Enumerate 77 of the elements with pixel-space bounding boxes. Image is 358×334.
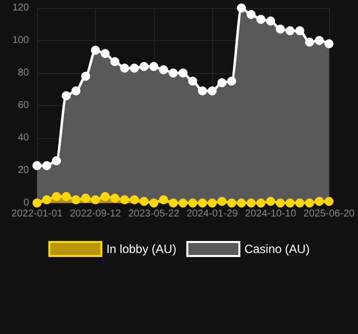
point — [140, 196, 149, 206]
point — [100, 49, 110, 58]
x-tick-label: 2022-01-01 — [11, 208, 64, 220]
point — [149, 198, 158, 208]
y-tick-label: 60 — [18, 100, 30, 111]
point — [90, 46, 100, 55]
point — [236, 198, 246, 208]
point — [188, 76, 198, 86]
point — [314, 36, 324, 45]
point — [140, 62, 149, 71]
y-tick-label: 100 — [12, 35, 30, 46]
point — [42, 195, 52, 204]
point — [178, 68, 188, 78]
point — [130, 195, 139, 204]
point — [256, 14, 266, 24]
point — [71, 86, 80, 96]
point — [246, 10, 256, 19]
point — [32, 198, 42, 208]
point — [110, 57, 120, 66]
point — [227, 76, 236, 86]
point — [276, 24, 285, 34]
point — [52, 192, 61, 201]
point — [276, 198, 285, 208]
point — [208, 86, 217, 96]
point — [324, 196, 334, 206]
point — [81, 72, 90, 81]
point — [42, 161, 52, 170]
point — [256, 198, 266, 208]
point — [305, 198, 314, 208]
x-tick-label: 2025-06-20 — [303, 208, 356, 220]
point — [62, 192, 71, 201]
point — [217, 196, 226, 206]
point — [286, 26, 295, 36]
point — [32, 161, 42, 170]
point — [198, 198, 207, 208]
point — [159, 195, 168, 204]
point — [266, 16, 276, 26]
legend-label: In lobby (AU) — [106, 242, 176, 256]
point — [208, 198, 217, 208]
point — [314, 196, 324, 206]
x-tick-label: 2022-09-12 — [70, 208, 122, 220]
point — [305, 38, 314, 47]
point — [62, 91, 71, 100]
point — [90, 195, 100, 204]
y-tick-label: 20 — [18, 165, 30, 176]
point — [295, 26, 304, 36]
point — [324, 39, 334, 48]
x-tick-label: 2023-05-22 — [128, 208, 180, 220]
point — [100, 192, 110, 201]
point — [120, 64, 130, 73]
point — [130, 64, 139, 73]
point — [295, 198, 304, 208]
legend-label: Casino (AU) — [244, 242, 310, 256]
point — [266, 196, 276, 206]
point — [52, 156, 61, 166]
point — [168, 198, 178, 208]
x-tick-label: 2024-01-29 — [186, 208, 238, 220]
point — [168, 68, 178, 78]
point — [246, 198, 256, 208]
point — [81, 194, 90, 203]
y-tick-label: 40 — [18, 132, 30, 144]
point — [149, 62, 158, 71]
point — [178, 198, 188, 208]
point — [198, 86, 207, 96]
y-tick-label: 0 — [23, 198, 30, 208]
point — [110, 194, 120, 203]
point — [227, 198, 236, 208]
point — [71, 195, 80, 204]
x-tick-label: 2024-10-10 — [245, 208, 297, 220]
point — [188, 198, 198, 208]
point — [236, 4, 246, 12]
y-tick-label: 80 — [18, 68, 30, 78]
point — [120, 195, 130, 204]
point — [217, 78, 226, 88]
point — [286, 198, 295, 208]
point — [159, 65, 168, 74]
y-tick-label: 120 — [12, 2, 30, 14]
